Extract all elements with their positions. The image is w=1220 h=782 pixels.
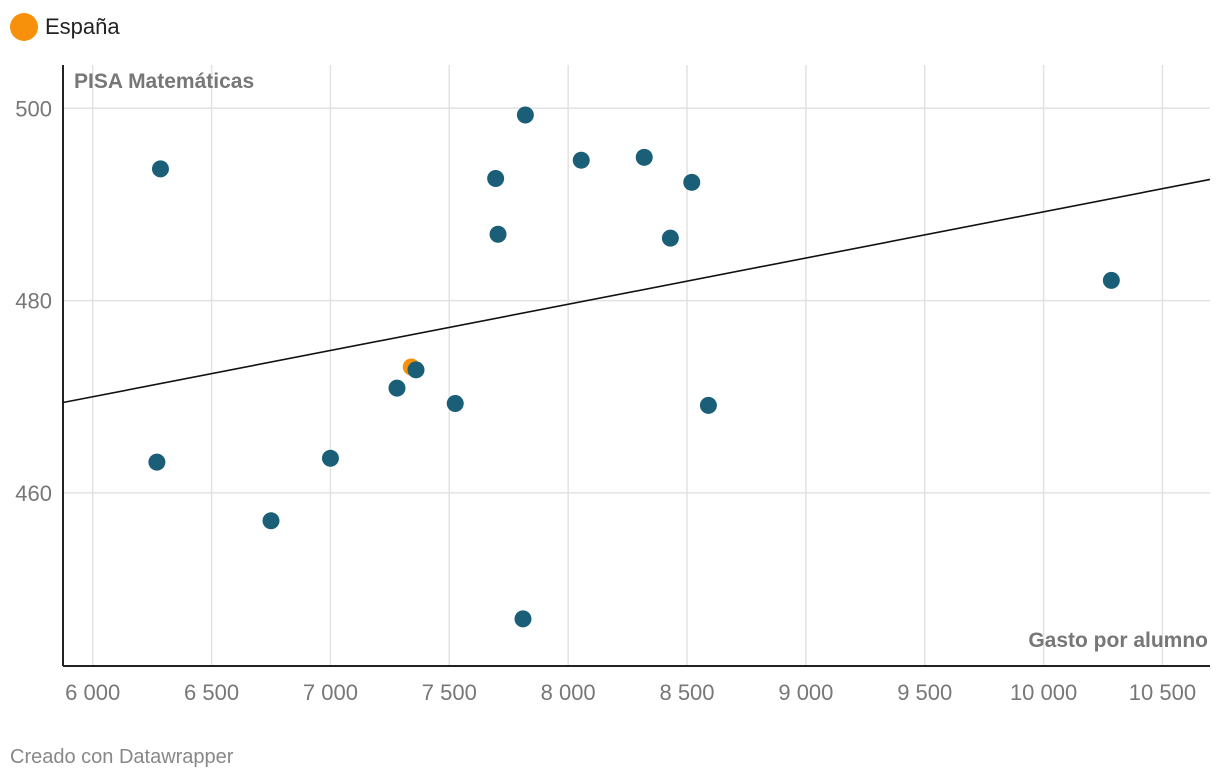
x-tick-label: 6 500 xyxy=(184,680,239,705)
data-point xyxy=(487,169,505,187)
y-tick-label: 480 xyxy=(15,289,52,314)
data-point xyxy=(446,394,464,412)
data-point xyxy=(262,512,280,530)
x-tick-label: 8 000 xyxy=(541,680,596,705)
data-point xyxy=(572,151,590,169)
legend-label-espana: España xyxy=(45,14,120,39)
y-tick-label: 500 xyxy=(15,96,52,121)
data-point xyxy=(489,225,507,243)
data-point xyxy=(151,160,169,178)
data-point xyxy=(1102,271,1120,289)
data-point xyxy=(661,229,679,247)
x-tick-label: 7 000 xyxy=(303,680,358,705)
data-point xyxy=(516,106,534,124)
x-tick-label: 9 000 xyxy=(778,680,833,705)
y-axis-title: PISA Matemáticas xyxy=(74,70,254,93)
data-point xyxy=(148,453,166,471)
x-tick-label: 10 500 xyxy=(1129,680,1196,705)
data-point xyxy=(388,379,406,397)
x-tick-label: 6 000 xyxy=(65,680,120,705)
x-tick-label: 7 500 xyxy=(422,680,477,705)
legend-swatch xyxy=(10,13,38,41)
footer-credit: Creado con Datawrapper xyxy=(10,746,234,768)
x-tick-label: 10 000 xyxy=(1010,680,1077,705)
trend-line xyxy=(62,178,1211,404)
data-point xyxy=(683,173,701,191)
x-tick-label: 8 500 xyxy=(659,680,714,705)
data-point xyxy=(321,449,339,467)
data-point xyxy=(514,610,532,628)
data-point xyxy=(407,361,425,379)
legend: España xyxy=(10,13,120,41)
x-axis-title: Gasto por alumno xyxy=(1028,629,1208,652)
x-tick-label: 9 500 xyxy=(897,680,952,705)
y-tick-label: 460 xyxy=(15,481,52,506)
data-point xyxy=(635,148,653,166)
data-point xyxy=(699,396,717,414)
